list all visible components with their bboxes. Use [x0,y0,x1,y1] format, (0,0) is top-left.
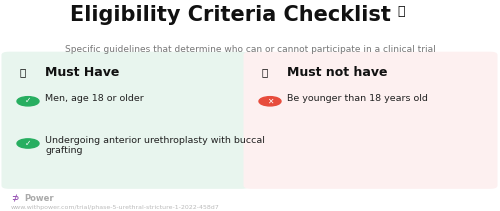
Text: Undergoing anterior urethroplasty with buccal
grafting: Undergoing anterior urethroplasty with b… [45,136,265,156]
Text: ⊅: ⊅ [11,194,18,203]
Text: Men, age 18 or older: Men, age 18 or older [45,94,144,103]
Text: Be younger than 18 years old: Be younger than 18 years old [287,94,428,103]
FancyBboxPatch shape [2,52,249,189]
Text: www.withpower.com/trial/phase-5-urethral-stricture-1-2022-458d7: www.withpower.com/trial/phase-5-urethral… [11,205,220,210]
Circle shape [17,97,39,106]
FancyBboxPatch shape [244,52,498,189]
Circle shape [17,139,39,148]
Text: Power: Power [24,194,54,203]
Text: ✓: ✓ [25,139,31,147]
Text: ✕: ✕ [267,96,273,105]
Text: Eligibility Criteria Checklist: Eligibility Criteria Checklist [70,5,390,25]
Text: 👎: 👎 [262,68,268,77]
Text: Specific guidelines that determine who can or cannot participate in a clinical t: Specific guidelines that determine who c… [64,45,436,54]
Text: Must not have: Must not have [287,66,388,80]
Text: Must Have: Must Have [45,66,120,80]
Text: 📋: 📋 [398,5,405,18]
Circle shape [259,97,281,106]
Text: 👍: 👍 [20,68,26,77]
Text: ✓: ✓ [25,96,31,105]
